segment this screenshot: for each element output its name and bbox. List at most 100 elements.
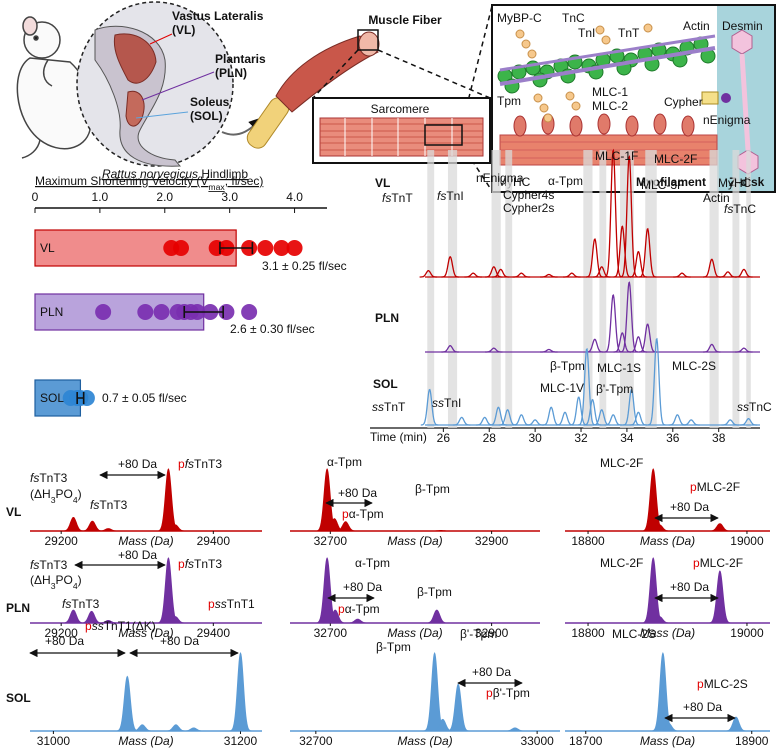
spectrum-peak: [647, 616, 672, 624]
spectrum-peak: [724, 716, 748, 732]
chromatogram-peak: [673, 272, 691, 278]
chromatogram-peak: [739, 418, 758, 426]
x-tick-label: 18800: [571, 534, 605, 548]
peak-label: fsTnC: [724, 202, 756, 216]
series-label: VL: [375, 176, 390, 190]
x-tick-label: 31000: [37, 734, 71, 748]
peak-label: fsTnT3: [30, 471, 68, 485]
text-segment: (ΔH: [30, 573, 51, 587]
chromatogram-peak: [586, 338, 604, 353]
peak-label: Cypher4s: [503, 188, 554, 202]
text-segment: MLC-2F: [697, 480, 740, 494]
text-segment: p: [342, 507, 349, 521]
chromatogram-peak: [620, 281, 639, 353]
chromatogram-peak: [592, 266, 611, 278]
chromatogram-peak: [703, 343, 721, 353]
chromatogram-peak: [647, 337, 666, 426]
chromatogram-peak: [629, 411, 648, 426]
x-tick-label: 2.0: [156, 190, 173, 204]
peak-label: +80 Da: [670, 500, 709, 514]
sarcomere-illustration: [312, 97, 491, 164]
chromatogram-peak: [441, 345, 459, 353]
x-tick-label: 30: [528, 431, 542, 445]
shaded-region: [599, 150, 607, 428]
peak-label: β-Tpm: [415, 482, 450, 496]
peak-label: +80 Da: [45, 634, 84, 648]
text-segment: TnC: [733, 202, 756, 216]
error-bar: [219, 242, 254, 254]
spectrum-peak: [228, 652, 253, 732]
peak-label: Actin: [703, 191, 730, 205]
myofilament-label: MLC-2: [592, 99, 628, 113]
x-tick-label: 29400: [197, 534, 231, 548]
x-axis-label: Mass (Da): [640, 626, 695, 640]
chart-title: Maximum Shortening Velocity (Vmax; fl/se…: [35, 174, 263, 192]
spectra-row-label: SOL: [6, 691, 31, 705]
text-segment: TnT3: [39, 471, 67, 485]
text-segment: TnT3: [99, 498, 127, 512]
text-segment: p: [178, 457, 185, 471]
myofilament-label: TnT: [618, 26, 640, 40]
x-tick-label: 26: [437, 431, 451, 445]
fiber-point: [173, 240, 189, 256]
text-segment: (ΔH: [30, 487, 51, 501]
text-segment: PO: [55, 573, 72, 587]
fiber-point: [273, 240, 290, 256]
text-segment: fs: [30, 558, 39, 572]
text-segment: TnI: [444, 396, 461, 410]
chromatogram-peak: [622, 388, 641, 426]
text-segment: fs: [30, 471, 39, 485]
chromatogram-peak: [682, 419, 700, 426]
spectrum-peak: [503, 727, 527, 732]
myofilament-label: MyBP-C: [497, 11, 542, 25]
peak-label: +80 Da: [118, 548, 157, 562]
spectrum-peak: [96, 528, 121, 532]
spectrum-peak: [156, 557, 181, 624]
chromatogram-peak: [420, 388, 439, 426]
peak-label: Cypher2s: [503, 201, 554, 215]
peak-label: MLC-2S: [612, 627, 656, 641]
text-segment: Hindlimb: [198, 167, 248, 181]
text-segment: α-Tpm: [349, 507, 384, 521]
peak-label: (ΔH3PO4): [30, 573, 82, 591]
x-tick-label: 18900: [735, 734, 769, 748]
chromatogram-peak: [638, 227, 657, 278]
peak-label: β-Tpm: [550, 359, 585, 373]
spectra-row-label: PLN: [6, 601, 30, 615]
peak-label: fsTnI: [437, 189, 464, 203]
text-segment: p: [486, 686, 493, 700]
shaded-region: [732, 150, 740, 428]
chromatogram-peak: [719, 271, 737, 278]
text-segment: fs: [90, 498, 99, 512]
chromatogram-peak: [735, 268, 753, 278]
peak-label: β'-Tpm: [596, 382, 633, 396]
spectrum-peak: [650, 652, 675, 732]
x-tick-label: 38: [712, 431, 726, 445]
peak-label: pα-Tpm: [338, 602, 380, 616]
peak-label: β-Tpm: [417, 585, 452, 599]
chromatogram-peak: [604, 294, 623, 353]
chromatogram-peak: [441, 256, 459, 278]
peak-label: +80 Da: [160, 634, 199, 648]
x-tick-label: 1.0: [92, 190, 109, 204]
text-segment: p: [178, 557, 185, 571]
text-segment: 3: [51, 495, 56, 505]
text-segment: p: [85, 619, 92, 633]
x-tick-label: 4.0: [286, 190, 303, 204]
chromatogram-peak: [512, 272, 531, 278]
peak-label: MLC-2F: [600, 456, 643, 470]
value-label: 2.6 ± 0.30 fl/sec: [230, 322, 315, 336]
peak-label: +80 Da: [683, 700, 722, 714]
chromatogram-peak: [620, 154, 639, 278]
text-segment: fs: [724, 202, 733, 216]
rat-illustration: [16, 16, 93, 159]
peak-label: MLC-1F: [595, 149, 638, 163]
chromatogram-peak: [613, 332, 631, 353]
text-segment: p: [208, 597, 215, 611]
shaded-region: [746, 150, 751, 428]
chromatogram-peak: [526, 419, 544, 426]
x-axis-label: Mass (Da): [397, 734, 452, 748]
x-tick-label: 19000: [730, 626, 764, 640]
spectra-row-label: VL: [6, 505, 21, 519]
